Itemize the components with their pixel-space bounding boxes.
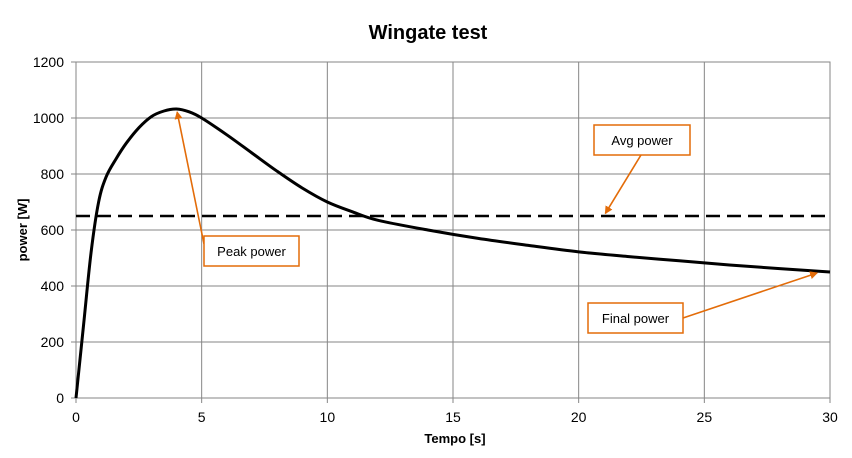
x-tick-label: 5	[198, 409, 206, 425]
x-axis-title: Tempo [s]	[424, 431, 485, 446]
y-tick-label: 0	[56, 390, 64, 406]
y-tick-label: 1000	[33, 110, 64, 126]
annotation-box	[587, 302, 684, 334]
chart-title: Wingate test	[369, 22, 488, 44]
x-tick-label: 20	[571, 409, 587, 425]
annotations: Peak power Avg power Final power	[174, 110, 819, 334]
x-tick-label: 15	[445, 409, 461, 425]
annotation-label: Avg power	[611, 133, 673, 148]
y-axis-title: power [W]	[15, 199, 30, 262]
y-tick-label: 800	[41, 166, 65, 182]
axis-ticks: 0 200 400 600 800 1000 1200 0 5 10 15 20 25 30	[33, 54, 838, 425]
annotation-arrow	[174, 110, 205, 245]
power-curve-line	[74, 107, 831, 399]
y-tick-label: 600	[41, 222, 65, 238]
series	[74, 107, 831, 399]
y-tick-label: 200	[41, 334, 65, 350]
x-tick-label: 30	[822, 409, 838, 425]
x-tick-label: 10	[320, 409, 336, 425]
y-tick-label: 400	[41, 278, 65, 294]
annotation-arrow	[682, 271, 819, 319]
annotation-label: Final power	[602, 311, 670, 326]
x-tick-label: 25	[697, 409, 713, 425]
annotation-label: Peak power	[217, 244, 286, 259]
y-tick-label: 1200	[33, 54, 64, 70]
x-tick-label: 0	[72, 409, 80, 425]
annotation-box	[203, 235, 300, 267]
annotation-arrow	[604, 154, 642, 215]
annotation-box	[593, 124, 691, 156]
